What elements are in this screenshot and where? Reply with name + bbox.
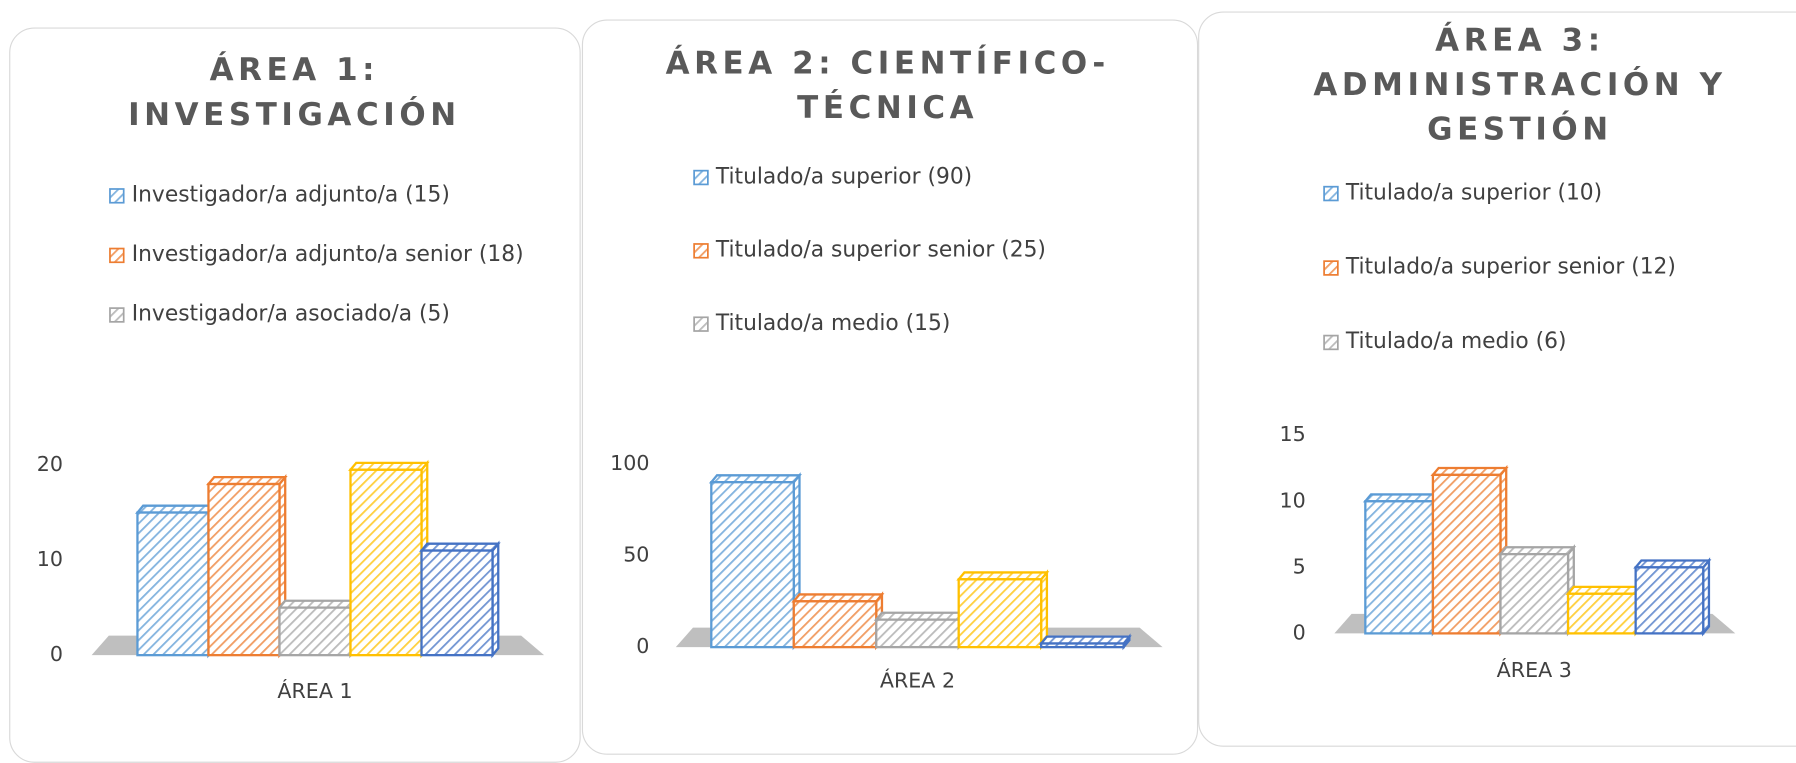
bar <box>349 468 423 657</box>
legend-swatch-box <box>693 316 709 332</box>
y-tick-label: 10 <box>1280 488 1306 512</box>
legend-swatch-box <box>109 307 125 323</box>
legend-swatch-box <box>109 188 125 204</box>
y-tick-label: 0 <box>50 642 63 666</box>
x-tick-label: ÁREA 3 <box>1497 657 1572 682</box>
bar <box>1364 500 1435 635</box>
legend-entry: Titulado/a medio (15) <box>693 307 1174 339</box>
legend-label: Titulado/a superior senior (25) <box>715 237 1046 263</box>
legend-swatch <box>109 307 125 323</box>
screen: 0 10 20 ÁREA 1 0 50 100 ÁREA 2 0 5 10 15 ÁREA 3 ÁREA… <box>9 11 1796 763</box>
bar <box>136 511 210 657</box>
legend-swatch-box <box>693 243 709 259</box>
y-tick-label: 5 <box>1293 554 1306 578</box>
bar <box>1566 592 1637 635</box>
y-tick-label: 0 <box>636 634 649 658</box>
charts: 0 10 20 ÁREA 1 0 50 100 ÁREA 2 0 5 10 15 ÁREA 3 <box>37 422 1736 703</box>
bar <box>1634 566 1705 635</box>
legend-swatch-box <box>1323 260 1339 276</box>
legend-label: Investigador/a adjunto/a (15) <box>131 182 450 208</box>
bar <box>1040 642 1125 649</box>
y-tick-label: 0 <box>1293 620 1306 644</box>
legend-label: Investigador/a adjunto/a senior (18) <box>131 241 524 267</box>
legend-label: Investigador/a asociado/a (5) <box>131 301 450 327</box>
y-tick-label: 10 <box>37 547 63 571</box>
bar <box>207 482 281 657</box>
legend-entry: Investigador/a adjunto/a (15) <box>109 179 533 211</box>
bar <box>1499 552 1570 635</box>
legend-swatch <box>1323 185 1339 202</box>
bar <box>710 481 795 649</box>
legend-swatch <box>1323 260 1339 276</box>
bar <box>792 600 878 649</box>
chart-title: ÁREA 2: CIENTÍFICO-TÉCNICA <box>665 45 1110 126</box>
x-tick-label: ÁREA 1 <box>277 678 352 703</box>
legend-label: Titulado/a medio (6) <box>1345 328 1567 354</box>
legend-entry: Titulado/a superior (90) <box>693 160 1174 192</box>
legend-swatch-box <box>1323 185 1339 202</box>
legend-label: Titulado/a superior (90) <box>715 163 973 189</box>
y-tick-label: 50 <box>623 543 649 567</box>
legend-swatch <box>693 243 709 259</box>
legend-swatch <box>109 188 125 204</box>
legend-label: Titulado/a superior senior (12) <box>1345 254 1676 280</box>
legend-entry: Titulado/a superior senior (25) <box>693 234 1174 266</box>
legend-entry: Investigador/a adjunto/a senior (18) <box>109 238 533 270</box>
legend-swatch-box <box>1323 334 1339 351</box>
bar <box>420 549 494 657</box>
bar <box>278 606 352 657</box>
legend-label: Titulado/a superior (10) <box>1345 179 1603 206</box>
legend-swatch-box <box>109 247 125 264</box>
legend-entry: Titulado/a medio (6) <box>1323 325 1796 357</box>
legend-swatch <box>693 316 709 332</box>
legend-swatch <box>1323 334 1339 351</box>
legend-swatch-box <box>693 169 709 186</box>
bar <box>875 618 960 649</box>
legend-entry: Titulado/a superior (10) <box>1323 176 1796 208</box>
legend-entry: Titulado/a superior senior (12) <box>1323 251 1796 283</box>
y-tick-label: 15 <box>1280 422 1306 446</box>
chart-title: ÁREA 3: ADMINISTRACIÓN Y GESTIÓN <box>1313 22 1727 148</box>
y-tick-label: 100 <box>610 451 649 475</box>
chart-title: ÁREA 1: INVESTIGACIÓN <box>128 52 461 133</box>
y-tick-label: 20 <box>37 452 63 476</box>
bar <box>957 578 1043 649</box>
x-tick-label: ÁREA 2 <box>880 667 955 692</box>
legend-entry: Investigador/a asociado/a (5) <box>109 298 533 330</box>
legend-swatch <box>693 169 709 186</box>
bar <box>1431 473 1502 635</box>
legend-swatch <box>109 247 125 264</box>
legend-label: Titulado/a medio (15) <box>715 310 951 336</box>
